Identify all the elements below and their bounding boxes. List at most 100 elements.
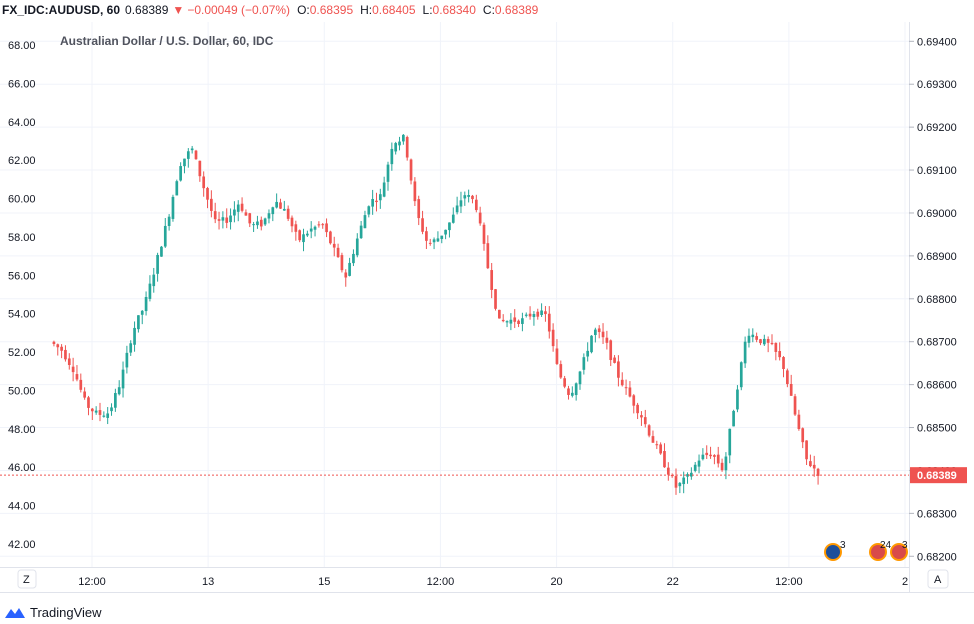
candle-body: [302, 234, 305, 243]
candle-body: [643, 417, 647, 425]
candle-body: [574, 383, 578, 396]
candle-body: [816, 468, 820, 476]
left-tick-label: 66.00: [8, 78, 36, 90]
candle-body: [259, 219, 263, 227]
zoom-reset-button[interactable]: Z: [17, 569, 37, 589]
candle-body: [56, 344, 60, 348]
right-tick-label: 0.69300: [917, 79, 957, 91]
candle-body: [156, 254, 159, 274]
candle-body: [701, 454, 705, 460]
candle-body: [594, 329, 597, 336]
candle-body: [678, 482, 682, 487]
left-tick-label: 62.00: [8, 155, 36, 167]
right-tick-label: 0.68600: [917, 380, 957, 392]
auto-scale-button[interactable]: A: [927, 569, 949, 589]
candle-body: [693, 464, 697, 471]
candle-body: [352, 253, 355, 264]
last-price-tag-text: 0.68389: [917, 470, 957, 482]
candle-body: [425, 231, 428, 241]
candle-body: [444, 229, 447, 235]
candle-body: [636, 404, 639, 414]
time-tick-label: 15: [318, 576, 330, 588]
candle-body: [252, 224, 255, 226]
candle-body: [198, 160, 202, 177]
time-axis[interactable]: 12:00 13 15 12:00 20 22 12:00 2: [78, 576, 908, 588]
candle-body: [532, 314, 536, 318]
candle-body: [536, 311, 540, 317]
candle-body: [355, 238, 359, 256]
candle-body: [344, 272, 348, 278]
candle-body: [805, 440, 808, 460]
candle-body: [83, 391, 86, 398]
candle-body: [486, 243, 490, 269]
candle-body: [482, 224, 486, 244]
candle-body: [517, 320, 520, 324]
candle-body: [402, 134, 405, 142]
event-marker-us-2[interactable]: 3: [890, 540, 908, 561]
candle-body: [651, 436, 655, 443]
candle-body: [601, 331, 605, 338]
candle-body: [248, 213, 252, 224]
candle-body: [244, 212, 248, 216]
right-axis[interactable]: 0.69400 0.69300 0.69200 0.69100 0.69000 0.689…: [909, 36, 957, 563]
candle-body: [148, 283, 152, 299]
candle-body: [732, 410, 735, 427]
chart-pane[interactable]: [0, 22, 909, 592]
left-tick-label: 50.00: [8, 385, 36, 397]
candle-body: [547, 313, 551, 332]
candle-body: [363, 215, 367, 229]
candle-body: [705, 452, 709, 456]
candle-body: [521, 318, 524, 324]
candle-body: [513, 317, 517, 322]
close-label: C:: [482, 3, 495, 17]
candle-body: [94, 410, 98, 413]
candle-body: [617, 361, 620, 378]
candle-body: [309, 228, 313, 232]
candle-body: [778, 351, 782, 358]
candle-body: [697, 460, 701, 467]
candle-body: [801, 428, 805, 443]
candle-body: [582, 357, 586, 370]
candle-body: [329, 231, 332, 244]
candle-body: [628, 387, 632, 397]
symbol-name[interactable]: FX_IDC:AUDUSD, 60: [2, 3, 121, 17]
candle-body: [432, 239, 436, 243]
event-marker-us[interactable]: 24: [869, 540, 892, 561]
candle-body: [762, 338, 766, 345]
low-value: 0.68340: [432, 3, 476, 17]
event-count: 24: [880, 540, 892, 551]
a-label: A: [934, 574, 942, 586]
left-tick-label: 56.00: [8, 270, 36, 282]
candle-body: [605, 337, 609, 343]
candle-body: [812, 464, 816, 469]
left-tick-label: 54.00: [8, 309, 36, 321]
candle-body: [160, 246, 163, 257]
usa-flag-icon: [892, 545, 906, 559]
candle-body: [52, 341, 56, 345]
left-tick-label: 64.00: [8, 117, 36, 129]
candle-body: [463, 195, 467, 199]
event-marker-au[interactable]: 3: [824, 540, 846, 561]
chart-title: Australian Dollar / U.S. Dollar, 60, IDC: [60, 34, 274, 48]
last-price-tag: [910, 467, 967, 484]
candle-body: [298, 230, 302, 241]
candle-body: [186, 151, 190, 159]
candle-body: [494, 289, 497, 309]
candle-body: [340, 255, 344, 271]
tradingview-brand[interactable]: TradingView: [4, 603, 102, 621]
candle-body: [428, 242, 432, 244]
candle-body: [183, 158, 186, 167]
candle-body: [786, 370, 789, 385]
candle-body: [640, 415, 643, 418]
candle-body: [747, 335, 751, 343]
candle-body: [555, 348, 559, 364]
candle-body: [171, 196, 175, 219]
right-tick-label: 0.69100: [917, 165, 957, 177]
candle-body: [79, 379, 83, 390]
candle-body: [797, 414, 801, 430]
candle-body: [782, 357, 785, 369]
candle-body: [125, 352, 129, 368]
left-tick-label: 42.00: [8, 539, 36, 551]
candle-body: [755, 336, 758, 340]
